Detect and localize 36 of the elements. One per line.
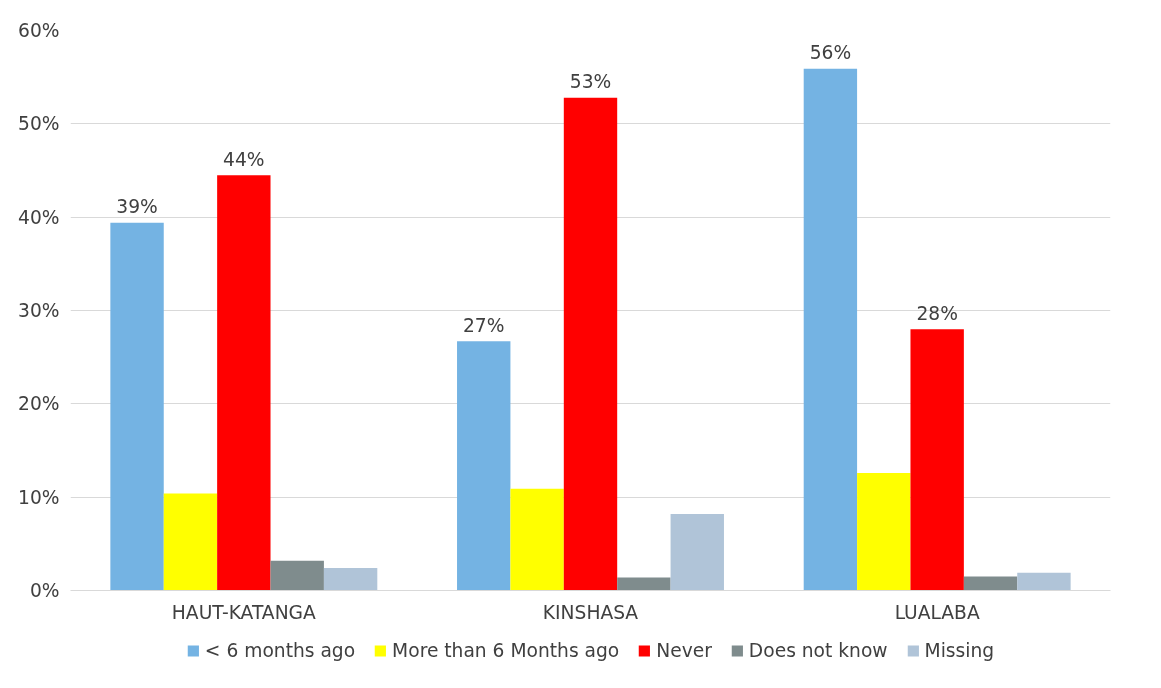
y-tick-label: 30%	[18, 300, 60, 321]
bar	[910, 329, 964, 591]
x-tick-label: LUALABA	[894, 601, 980, 623]
legend-label: Does not know	[748, 639, 888, 661]
data-label: 39%	[116, 196, 158, 218]
legend-label: Missing	[924, 639, 995, 661]
bar	[110, 222, 164, 591]
legend-label: < 6 months ago	[204, 639, 356, 661]
bar	[670, 513, 724, 591]
y-tick-label: 10%	[18, 486, 60, 508]
bar	[1017, 572, 1071, 591]
y-tick-label: 20%	[18, 393, 60, 415]
x-tick-label: KINSHASA	[542, 601, 639, 623]
bar	[963, 576, 1018, 591]
data-label: 27%	[462, 314, 505, 336]
bar	[323, 568, 378, 591]
y-tick-label: 60%	[18, 20, 60, 41]
bar	[803, 68, 858, 591]
legend-label: More than 6 Months ago	[392, 639, 620, 661]
y-tick-label: 50%	[18, 113, 60, 135]
bar	[217, 175, 271, 591]
y-tick-label: 0%	[29, 580, 60, 601]
bar	[563, 97, 618, 591]
bar	[163, 493, 218, 591]
bar	[510, 488, 564, 591]
legend-label: Never	[656, 639, 712, 661]
data-label: 53%	[569, 71, 612, 93]
data-label: 44%	[223, 148, 265, 170]
bar	[457, 341, 511, 591]
x-tick-label: HAUT-KATANGA	[171, 601, 317, 623]
data-label: 28%	[916, 302, 958, 324]
y-tick-label: 40%	[18, 206, 60, 228]
bar	[617, 577, 671, 591]
data-label: 56%	[809, 42, 852, 64]
bar	[270, 560, 324, 591]
bar	[857, 472, 911, 591]
